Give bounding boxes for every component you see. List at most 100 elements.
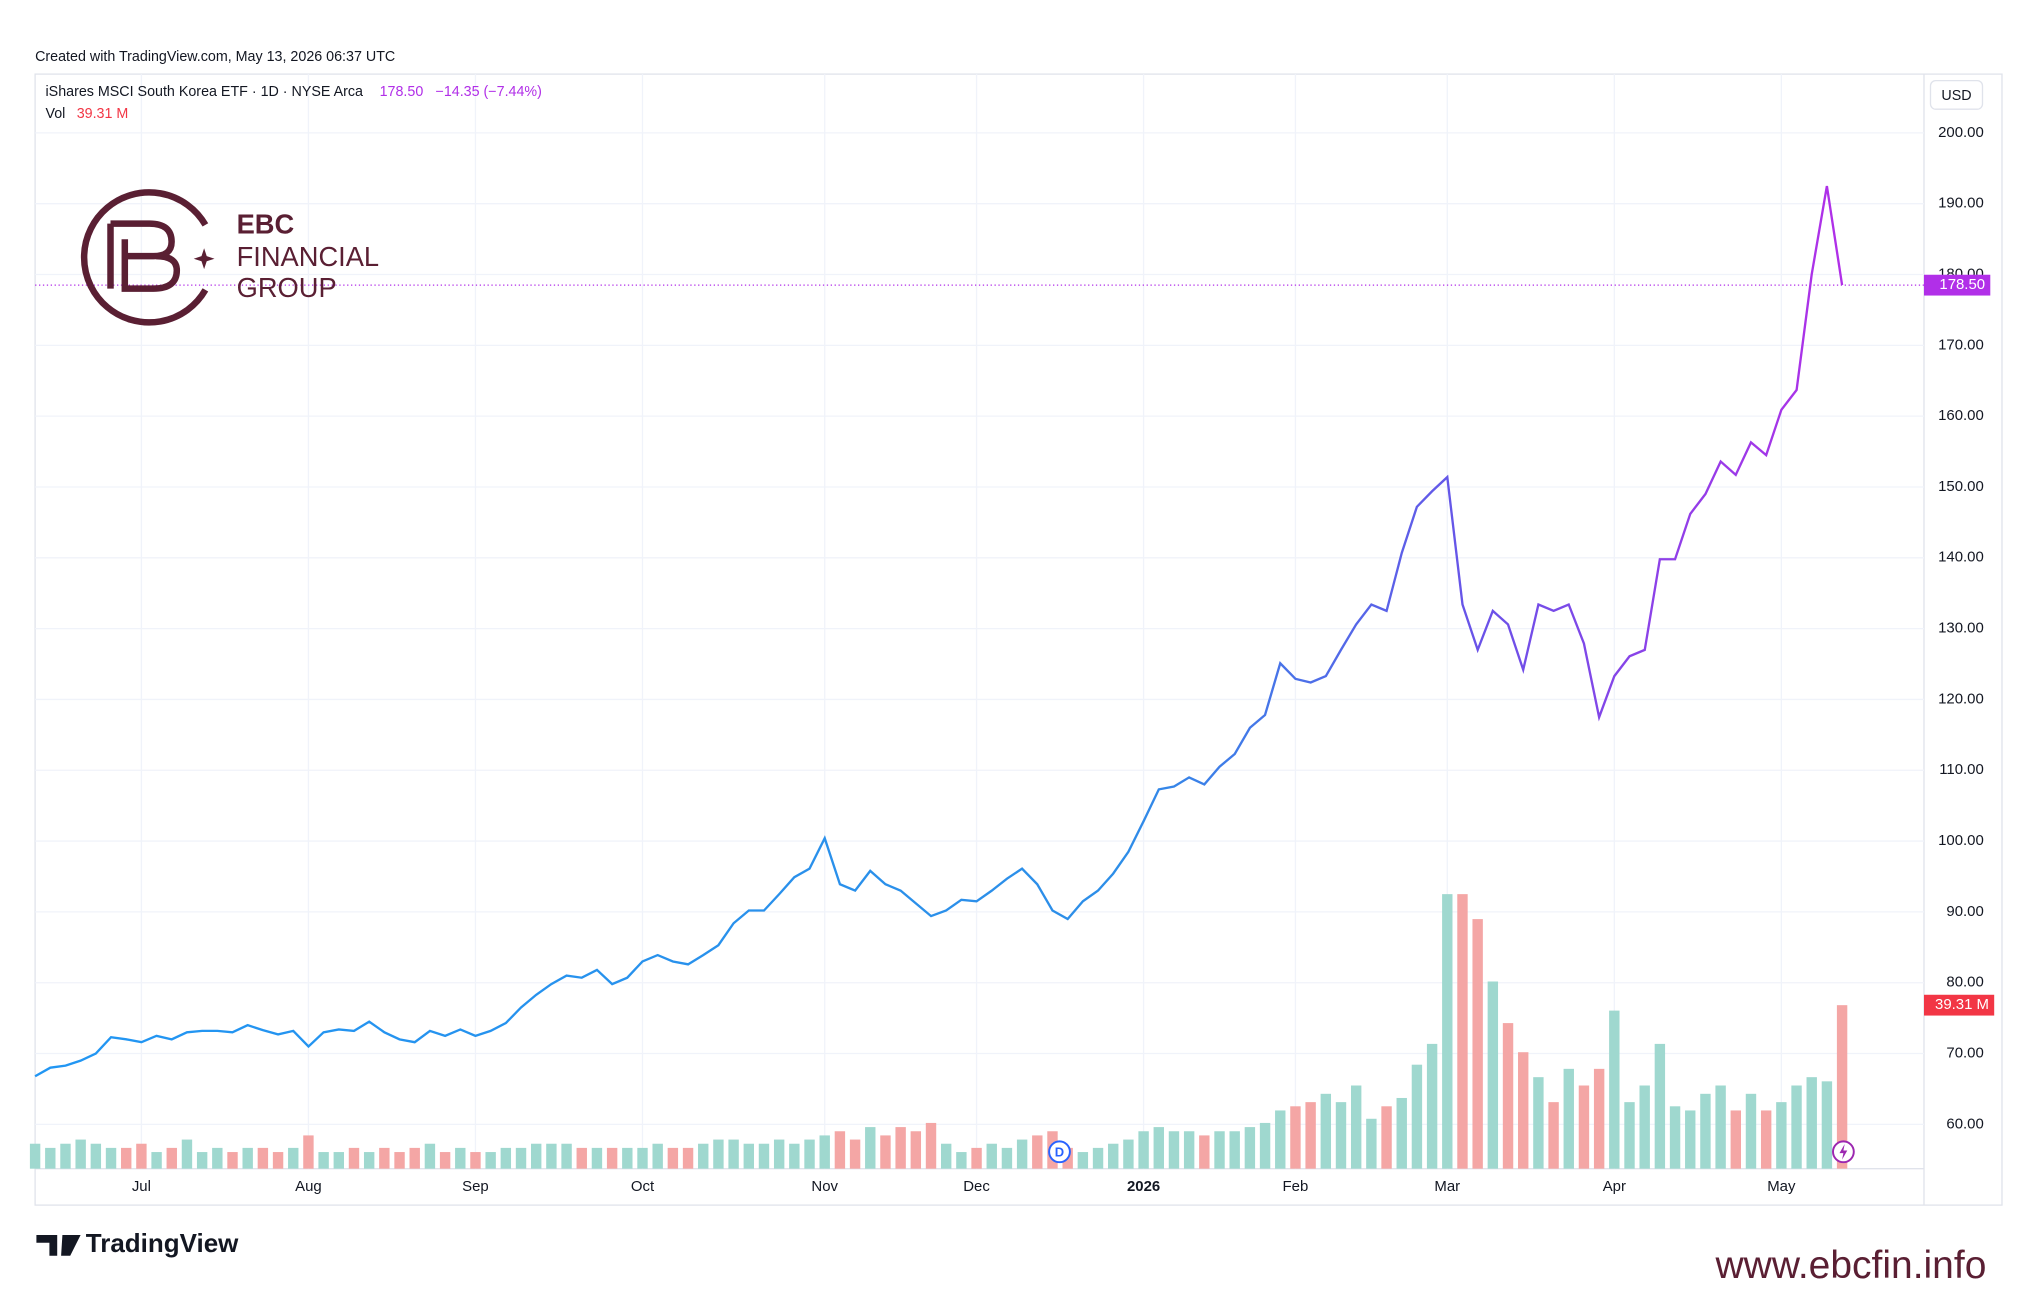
- volume-bar: [1290, 1106, 1301, 1169]
- volume-bar: [409, 1147, 420, 1169]
- x-tick-label: Mar: [1434, 1178, 1460, 1195]
- volume-bar: [1138, 1131, 1149, 1169]
- volume-bar: [682, 1147, 694, 1169]
- volume-bar: [1502, 1023, 1514, 1169]
- volume-bar: [1593, 1068, 1605, 1169]
- volume-bar: [1654, 1043, 1666, 1169]
- volume-bar: [1411, 1064, 1423, 1169]
- volume-bar: [257, 1147, 269, 1169]
- volume-bar: [1229, 1131, 1240, 1169]
- volume-bar: [45, 1147, 56, 1169]
- volume-bar: [363, 1152, 375, 1169]
- volume-pane: [29, 894, 1848, 1169]
- volume-bar: [1153, 1127, 1164, 1169]
- volume-bar: [773, 1139, 785, 1169]
- y-tick-label: 160.00: [1938, 407, 1984, 424]
- currency: USD: [1941, 88, 1971, 104]
- volume-bar: [1669, 1106, 1681, 1169]
- last-volume-label: 39.31 M: [1935, 996, 1989, 1013]
- volume-bar: [1700, 1093, 1711, 1169]
- volume-bar: [834, 1131, 846, 1169]
- y-tick-label: 100.00: [1938, 832, 1984, 849]
- volume-bar: [136, 1143, 147, 1169]
- y-tick-label: 120.00: [1938, 690, 1984, 707]
- volume-bar: [227, 1152, 238, 1169]
- volume-bar: [105, 1147, 117, 1169]
- volume-bar: [804, 1139, 815, 1169]
- volume-bar: [925, 1122, 937, 1169]
- volume-bar: [606, 1147, 618, 1169]
- y-tick-label: 150.00: [1938, 478, 1984, 495]
- volume-bar: [1199, 1135, 1210, 1169]
- volume-bar: [1548, 1102, 1559, 1169]
- volume-bar: [1032, 1135, 1043, 1169]
- volume-bar: [698, 1143, 709, 1169]
- volume-bar: [181, 1139, 193, 1169]
- logo-text: FINANCIAL: [237, 241, 380, 272]
- volume-bar: [1821, 1081, 1833, 1169]
- y-tick-label: 170.00: [1938, 336, 1984, 353]
- y-tick-label: 80.00: [1946, 974, 1983, 991]
- volume-bar: [1487, 981, 1499, 1169]
- x-tick-label: May: [1767, 1178, 1796, 1195]
- volume-bar: [1275, 1110, 1286, 1169]
- volume-bar: [439, 1152, 451, 1169]
- volume-bar: [75, 1139, 86, 1169]
- volume-bar: [637, 1147, 648, 1169]
- y-tick-label: 190.00: [1938, 195, 1984, 212]
- tv-brand: TradingView: [86, 1228, 239, 1258]
- volume-bar: [1442, 894, 1453, 1169]
- volume-bar: [652, 1143, 663, 1169]
- volume-bar: [743, 1143, 754, 1169]
- volume-bar: [333, 1152, 345, 1169]
- volume-bar: [561, 1143, 572, 1169]
- x-tick-label: 2026: [1127, 1178, 1160, 1195]
- x-tick-label: Nov: [811, 1178, 838, 1195]
- volume-bar: [29, 1143, 41, 1169]
- chart-frame: [34, 73, 2003, 1206]
- volume-bar: [1244, 1127, 1256, 1169]
- volume-bar: [1016, 1139, 1028, 1169]
- y-tick-label: 110.00: [1939, 761, 1984, 778]
- y-tick-label: 140.00: [1938, 549, 1984, 566]
- volume-bar: [1760, 1110, 1772, 1169]
- volume-bar: [1457, 894, 1468, 1169]
- volume-bar: [455, 1147, 466, 1169]
- volume-bar: [880, 1135, 891, 1169]
- volume-bar: [1836, 1005, 1848, 1169]
- volume-bar: [1396, 1097, 1407, 1169]
- volume-bar: [379, 1147, 390, 1169]
- volume-bar: [865, 1127, 876, 1169]
- dividend-marker: [1048, 1140, 1071, 1164]
- volume-bar: [166, 1147, 177, 1169]
- y-tick-label: 70.00: [1946, 1044, 1983, 1061]
- volume-bar: [424, 1143, 436, 1169]
- volume-bar: [1563, 1068, 1574, 1169]
- vol-label: Vol: [46, 106, 66, 122]
- volume-bar: [1350, 1085, 1362, 1169]
- volume-bar: [196, 1152, 208, 1169]
- vol-text: 39.31 M: [77, 106, 129, 122]
- volume-bar: [971, 1147, 982, 1169]
- volume-bar: [1108, 1143, 1119, 1169]
- tv-logo: [36, 1234, 81, 1256]
- volume-bar: [1305, 1102, 1316, 1169]
- y-tick-label: 130.00: [1938, 620, 1984, 637]
- volume-bar: [1366, 1118, 1377, 1169]
- volume-bar: [1259, 1122, 1271, 1169]
- volume-bar: [500, 1147, 512, 1169]
- volume-bar: [1472, 919, 1483, 1169]
- volume-bar: [1001, 1147, 1013, 1169]
- volume-bar: [1730, 1110, 1742, 1169]
- volume-bar: [1806, 1077, 1817, 1169]
- volume-bar: [470, 1152, 481, 1169]
- site-url: www.ebcfin.info: [1715, 1244, 1987, 1287]
- volume-bar: [1183, 1131, 1195, 1169]
- y-tick-label: 200.00: [1938, 124, 1984, 141]
- volume-bar: [1426, 1043, 1438, 1169]
- x-tick-label: Dec: [963, 1178, 990, 1195]
- x-tick-label: Oct: [631, 1178, 655, 1195]
- currency-box[interactable]: [1929, 79, 1984, 110]
- volume-bar: [1077, 1152, 1089, 1169]
